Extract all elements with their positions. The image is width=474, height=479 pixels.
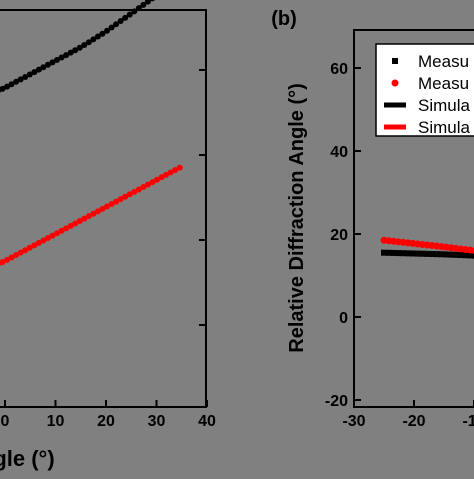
panel-a-x-tick-label: 30 [148,413,166,430]
legend-label: Simula [418,118,471,137]
panel-b-series-group [381,237,474,260]
panel-b-y-tick-label: 0 [339,310,348,327]
legend-label: Measu [418,74,469,93]
panel-b: (b) Relative Diffraction Angle (°) -20 0 2… [271,0,474,430]
legend-label: Simula [418,96,471,115]
panel-b-y-tick-label: 20 [330,227,348,244]
panel-a-x-tick-label: 0 [1,413,10,430]
panel-a-series-group [0,0,183,275]
panel-b-y-ticks: -20020406080 [325,0,361,410]
panel-a-x-tick-label: 10 [47,413,65,430]
panel-a-x-ticks: 0 10 20 30 40 [1,70,216,430]
legend-marker [392,58,398,64]
legend: Measu Measu Simula Simula [376,44,474,137]
panel-a-series-1-point [177,165,183,171]
panel-b-y-tick-label: -20 [325,393,348,410]
panel-b-x-ticks: -30 -20 -10 [342,400,474,430]
panel-b-x-tick-label: -10 [462,413,474,430]
panel-b-y-tick-label: 40 [330,144,348,161]
legend-marker [392,80,399,87]
legend-label: Measu [418,52,469,71]
panel-b-label: (b) [271,8,297,30]
panel-a-x-axis-label: gle (°) [0,446,55,471]
panel-a: 0 10 20 30 40 gle (°) [0,0,216,471]
panel-a-x-tick-label: 20 [97,413,115,430]
panel-b-y-tick-label: 60 [330,61,348,78]
panel-b-x-tick-label: -30 [342,413,365,430]
panel-a-series-line-0 [0,0,182,99]
panel-a-x-tick-label: 40 [198,413,216,430]
panel-b-x-tick-label: -20 [402,413,425,430]
panel-b-y-axis-label: Relative Diffraction Angle (°) [286,83,308,353]
